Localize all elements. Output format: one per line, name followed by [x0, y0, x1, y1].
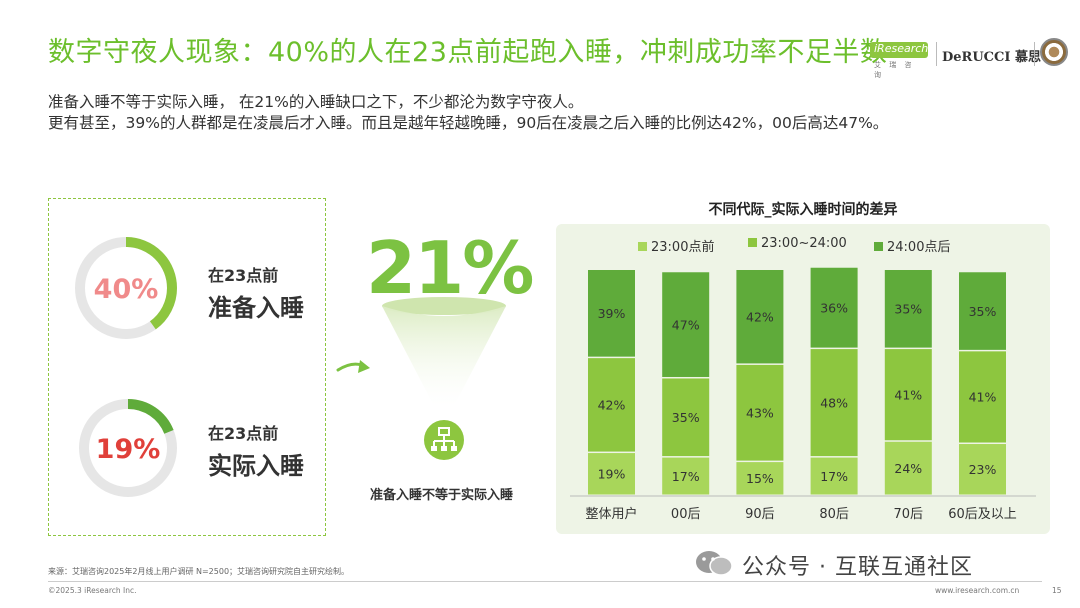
ring-comparison-box — [48, 198, 326, 536]
bar-segment — [588, 453, 635, 495]
chart-legend: 23:00点前 23:00~24:00 24:00点后 — [556, 236, 1050, 255]
legend-swatch — [638, 242, 647, 251]
ring-percent-text: 40% — [94, 274, 159, 305]
watermark-text: 公众号 · 互联互通社区 — [742, 555, 973, 580]
bar-segment — [736, 364, 784, 461]
bar-segment — [810, 267, 858, 348]
iresearch-logo-subtext: 艾 瑞 咨 询 — [874, 61, 915, 79]
ring-progress-arc — [79, 399, 177, 497]
bar-segment — [810, 349, 858, 457]
legend-swatch — [748, 238, 757, 247]
bar-segment — [959, 444, 1006, 495]
page-title: 数字守夜人现象：40%的人在23点前起跑入睡，冲刺成功率不足半数 — [48, 37, 888, 68]
page-number: 15 — [1052, 586, 1062, 595]
bar-data-label: 17% — [820, 469, 848, 484]
bar-data-label: 19% — [598, 467, 626, 482]
bar-data-label: 36% — [820, 300, 848, 315]
bar-segment — [588, 270, 635, 357]
legend-item: 24:00点后 — [874, 236, 950, 255]
wechat-icon — [696, 551, 733, 576]
footer-source: 来源：艾瑞咨询2025年2月线上用户调研 N=2500；艾瑞咨询研究院自主研究绘… — [48, 567, 350, 576]
bar-data-label: 42% — [746, 309, 774, 324]
bar-data-label: 35% — [672, 410, 700, 425]
bar-segment — [810, 457, 858, 495]
ring-chart-actual: 19% — [79, 399, 177, 497]
bar-data-label: 43% — [746, 406, 774, 421]
bar-data-label: 39% — [598, 306, 626, 321]
bar-segment — [884, 270, 932, 348]
legend-item: 23:00点前 — [638, 236, 714, 255]
bar-data-label: 24% — [894, 461, 922, 476]
bar-segment — [959, 272, 1006, 350]
ring-progress-arc — [75, 237, 177, 339]
ring-percent-text: 19% — [96, 434, 161, 465]
footer-url: www.iresearch.com.cn — [935, 586, 1020, 595]
footer-divider — [48, 581, 1042, 582]
bar-data-label: 41% — [894, 387, 922, 402]
ring-chart-prepare: 40% — [75, 237, 177, 339]
iresearch-logo: iResearch 艾 瑞 咨 询 — [870, 38, 929, 79]
x-tick-label: 整体用户 — [585, 506, 637, 522]
x-tick-label: 90后 — [745, 507, 775, 522]
subtitle-line-2: 更有甚至，39%的人群都是在凌晨后才入睡。而且是越年轻越晚睡，90后在凌晨之后入… — [48, 114, 889, 132]
bar-segment — [959, 351, 1006, 443]
bar-segment — [736, 462, 784, 495]
ring-label-big: 实际入睡 — [208, 452, 304, 480]
bar-segment — [588, 358, 635, 452]
legend-label: 23:00~24:00 — [761, 236, 847, 251]
gap-percent: 21% — [366, 226, 534, 310]
bar-data-label: 17% — [672, 469, 700, 484]
x-tick-label: 70后 — [894, 507, 924, 522]
arrow-right-icon — [336, 360, 370, 373]
seal-logo-icon — [1040, 38, 1068, 66]
bar-data-label: 35% — [894, 302, 922, 317]
bar-data-label: 41% — [969, 390, 997, 405]
x-tick-label: 60后及以上 — [948, 507, 1017, 522]
legend-swatch — [874, 242, 883, 251]
funnel-caption: 准备入睡不等于实际入睡 — [370, 488, 514, 503]
bar-data-label: 42% — [598, 398, 626, 413]
brand-logos: iResearch 艾 瑞 咨 询 DeRUCCI 慕思 — [870, 38, 1070, 79]
funnel-graphic — [382, 297, 506, 460]
bar-data-label: 23% — [969, 462, 997, 477]
iresearch-logo-text: iResearch — [874, 42, 929, 55]
bar-segment — [884, 441, 932, 495]
bar-segment — [662, 272, 710, 377]
legend-item: 23:00~24:00 — [748, 236, 847, 251]
derucci-logo: DeRUCCI 慕思 — [942, 50, 1041, 65]
ring-label-small: 在23点前 — [208, 424, 279, 443]
legend-label: 23:00点前 — [651, 240, 715, 255]
bar-data-label: 48% — [820, 395, 848, 410]
subtitle-line-1: 准备入睡不等于实际入睡， 在21%的入睡缺口之下，不少都沦为数字守夜人。 — [48, 93, 584, 111]
ring-label-small: 在23点前 — [208, 266, 279, 285]
bar-segment — [662, 378, 710, 457]
bar-data-label: 15% — [746, 471, 774, 486]
stacked-bar-chart: 19% 42% 39% 整体用户 17% 35% 47% 00后 15% 43% 42% 90后 17%… — [570, 267, 1036, 522]
x-tick-label: 80后 — [819, 507, 849, 522]
ring-label-big: 准备入睡 — [208, 294, 304, 322]
bar-segment — [736, 270, 784, 364]
legend-label: 24:00点后 — [887, 240, 951, 255]
bar-data-label: 47% — [672, 317, 700, 332]
bar-segment — [884, 349, 932, 441]
chart-title: 不同代际_实际入睡时间的差异 — [708, 202, 898, 218]
footer-copyright: ©2025.3 iResearch Inc. — [48, 586, 137, 595]
x-tick-label: 00后 — [671, 507, 701, 522]
bar-data-label: 35% — [969, 304, 997, 319]
bar-segment — [662, 457, 710, 495]
